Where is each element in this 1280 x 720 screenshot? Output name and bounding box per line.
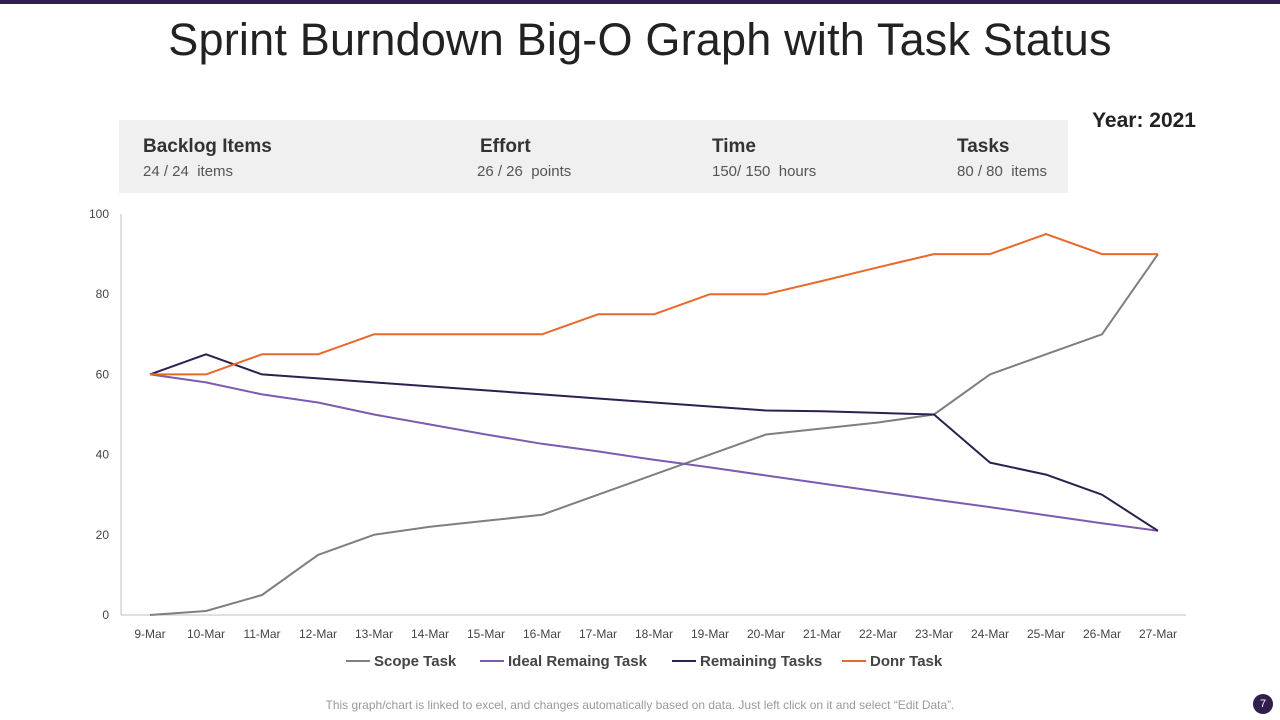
x-tick-label: 21-Mar [803, 627, 841, 641]
page-number-badge: 7 [1253, 694, 1273, 714]
x-tick-label: 27-Mar [1139, 627, 1177, 641]
y-tick-label: 40 [96, 448, 110, 462]
chart-axes [120, 214, 1186, 616]
x-tick-label: 20-Mar [747, 627, 785, 641]
x-tick-label: 14-Mar [411, 627, 449, 641]
chart-legend: Scope Task Ideal Remaing Task Remaining Ta… [346, 653, 943, 670]
series-line-remaining-tasks [149, 353, 1159, 532]
stat-value: 150/ 150 hours [712, 163, 817, 180]
x-tick-label: 13-Mar [355, 627, 393, 641]
stat-label: Time [712, 136, 757, 157]
series-line-donr-task [150, 233, 1158, 376]
burndown-chart: 0 20 40 60 80 100 9-Mar 10-Mar 11-Mar 12-Mar 13-M… [89, 207, 1186, 670]
stat-tasks: Tasks 80 / 80 items [957, 136, 1047, 180]
x-tick-label: 22-Mar [859, 627, 897, 641]
legend-label: Scope Task [374, 653, 457, 670]
y-tick-label: 0 [102, 608, 109, 622]
legend-label: Ideal Remaing Task [508, 653, 648, 670]
footer-note: This graph/chart is linked to excel, and… [325, 698, 955, 712]
x-tick-label: 19-Mar [691, 627, 729, 641]
stats-panel: Backlog Items 24 / 24 items Effort 26 / … [119, 120, 1068, 193]
y-tick-label: 80 [96, 287, 110, 301]
series-line-ideal-remaing-task [149, 373, 1159, 532]
series-lines [149, 233, 1159, 616]
page-title: Sprint Burndown Big-O Graph with Task St… [168, 14, 1112, 65]
stat-value: 24 / 24 items [143, 163, 234, 180]
stat-time: Time 150/ 150 hours [712, 136, 816, 180]
x-tick-label: 17-Mar [579, 627, 617, 641]
x-tick-label: 12-Mar [299, 627, 337, 641]
top-accent-bar [0, 0, 1280, 4]
x-tick-label: 15-Mar [467, 627, 505, 641]
stat-label: Tasks [957, 136, 1010, 157]
x-tick-label: 26-Mar [1083, 627, 1121, 641]
stat-effort: Effort 26 / 26 points [477, 136, 571, 180]
legend-label: Remaining Tasks [700, 653, 822, 670]
x-tick-label: 10-Mar [187, 627, 225, 641]
legend-label: Donr Task [870, 653, 943, 670]
x-tick-label: 23-Mar [915, 627, 953, 641]
x-tick-label: 25-Mar [1027, 627, 1065, 641]
x-tick-label: 24-Mar [971, 627, 1009, 641]
stat-value: 26 / 26 points [477, 163, 572, 180]
y-tick-label: 20 [96, 528, 110, 542]
series-line-scope-task [149, 253, 1159, 616]
stat-label: Backlog Items [143, 136, 272, 157]
stat-backlog-items: Backlog Items 24 / 24 items [143, 136, 272, 180]
x-tick-label: 11-Mar [243, 627, 280, 641]
y-tick-label: 60 [96, 367, 110, 381]
x-axis-labels: 9-Mar 10-Mar 11-Mar 12-Mar 13-Mar 14-Mar 15-Ma… [134, 627, 1177, 641]
year-label: Year: 2021 [1092, 109, 1196, 132]
x-tick-label: 18-Mar [635, 627, 673, 641]
x-tick-label: 9-Mar [134, 627, 165, 641]
y-axis-labels: 0 20 40 60 80 100 [89, 207, 109, 622]
stat-value: 80 / 80 items [957, 163, 1048, 180]
x-tick-label: 16-Mar [523, 627, 561, 641]
stat-label: Effort [480, 136, 531, 157]
y-tick-label: 100 [89, 207, 109, 221]
